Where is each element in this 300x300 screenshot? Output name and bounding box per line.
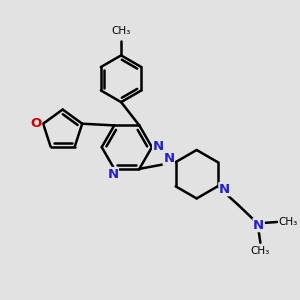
- Text: CH₃: CH₃: [112, 26, 131, 36]
- Text: N: N: [153, 140, 164, 152]
- Text: N: N: [253, 219, 264, 232]
- Text: CH₃: CH₃: [279, 217, 298, 227]
- Text: CH₃: CH₃: [251, 246, 270, 256]
- Text: N: N: [107, 167, 118, 181]
- Text: N: N: [163, 152, 174, 165]
- Text: N: N: [219, 183, 230, 196]
- Text: O: O: [30, 117, 42, 130]
